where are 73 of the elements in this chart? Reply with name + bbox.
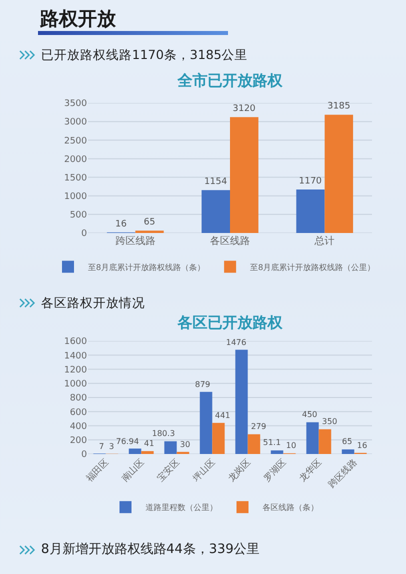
- y-tick-label: 400: [70, 422, 88, 432]
- y-tick-label: 200: [70, 436, 88, 446]
- x-tick-label: 跨区线路: [115, 235, 156, 247]
- bar: [248, 434, 260, 454]
- bar: [324, 114, 354, 233]
- data-label: 76.94: [116, 437, 139, 446]
- bar: [235, 350, 248, 454]
- bar: [342, 449, 354, 454]
- data-label: 350: [322, 417, 338, 426]
- y-tick-label: 1600: [64, 337, 88, 348]
- data-label: 450: [302, 410, 318, 419]
- data-label: 180.3: [152, 429, 175, 438]
- data-label: 7: [99, 442, 104, 451]
- x-tick-label: 坪山区: [190, 457, 218, 485]
- y-tick-label: 2000: [64, 154, 88, 165]
- bar: [296, 190, 325, 233]
- data-label: 1476: [226, 338, 246, 347]
- bar: [164, 441, 177, 454]
- legend-label: 道路里程数（公里）: [146, 503, 218, 512]
- y-tick-label: 1000: [64, 192, 88, 202]
- legend-label: 至8月底累计开放路权线路（条）: [88, 262, 206, 272]
- data-label: 30: [180, 440, 190, 449]
- x-tick-label: 宝安区: [155, 457, 182, 484]
- y-tick-label: 1400: [64, 351, 88, 362]
- y-tick-label: 1200: [64, 365, 88, 376]
- legend-label: 至8月底累计开放路权线路（公里）: [250, 262, 376, 272]
- data-label: 16: [357, 441, 368, 450]
- legend-label: 各区线路（条）: [262, 503, 318, 512]
- bar: [141, 451, 154, 454]
- data-label: 1154: [204, 177, 228, 188]
- y-tick-label: 3000: [64, 118, 88, 128]
- chart-title: 全市已开放路权: [176, 71, 284, 90]
- data-label: 1170: [298, 176, 322, 187]
- bar: [270, 450, 284, 454]
- x-tick-label: 罗湖区: [262, 457, 289, 484]
- bar: [128, 448, 142, 454]
- y-tick-label: 1500: [64, 173, 88, 184]
- chart-subtitle: 已开放路权线路1170条，3185公里: [41, 47, 248, 63]
- data-label: 65: [144, 218, 156, 228]
- data-label: 3120: [232, 104, 256, 114]
- y-tick-label: 1000: [64, 380, 88, 390]
- x-tick-label: 总计: [314, 235, 335, 247]
- x-tick-label: 南山区: [120, 457, 147, 484]
- data-label: 879: [195, 380, 210, 389]
- x-tick-label: 跨区线路: [326, 457, 360, 490]
- bar: [200, 392, 212, 454]
- data-label: 3: [109, 442, 114, 451]
- chart-subtitle: 各区路权开放情况: [41, 295, 145, 311]
- y-tick-label: 2500: [64, 136, 88, 146]
- data-label: 41: [144, 439, 154, 448]
- data-label: 51.1: [263, 438, 281, 447]
- y-tick-label: 800: [70, 394, 88, 404]
- data-label: 279: [251, 422, 266, 431]
- data-label: 10: [286, 441, 296, 450]
- bar: [212, 422, 225, 454]
- data-label: 441: [215, 411, 230, 420]
- y-tick-label: 0: [81, 229, 88, 240]
- x-tick-label: 龙岗区: [226, 457, 254, 484]
- y-tick-label: 600: [70, 408, 88, 418]
- text: 路权开放: [40, 8, 116, 30]
- x-tick-label: 龙华区: [297, 457, 324, 484]
- chart-title: 各区已开放路权: [176, 313, 284, 332]
- bar: [306, 422, 319, 454]
- x-tick-label: 各区线路: [210, 235, 250, 247]
- bar: [230, 117, 258, 233]
- bar: [202, 190, 230, 233]
- data-label: 16: [115, 219, 127, 230]
- data-label: 3185: [327, 102, 350, 112]
- text: 8月新增开放路权线路44条，339公里: [41, 542, 260, 558]
- bar: [318, 429, 332, 454]
- y-tick-label: 3500: [64, 99, 88, 110]
- data-label: 65: [342, 437, 352, 446]
- y-tick-label: 500: [70, 210, 88, 221]
